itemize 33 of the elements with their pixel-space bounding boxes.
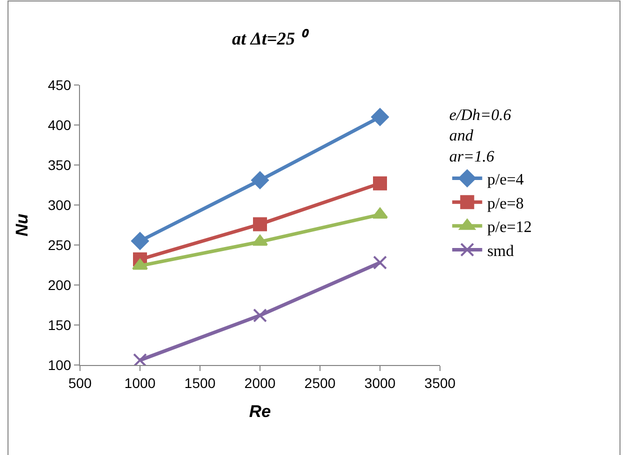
- point: [133, 353, 147, 365]
- point: [253, 308, 267, 322]
- legend-label: p/e=8: [487, 195, 524, 212]
- x-axis-title: Re: [249, 402, 271, 422]
- point: [252, 234, 268, 246]
- y-tick-label: 100: [48, 356, 72, 373]
- x-tick-label: 500: [68, 374, 92, 391]
- y-tick-label: 350: [48, 156, 72, 173]
- legend-label: p/e=4: [487, 172, 524, 189]
- x-tick-label: 2000: [244, 374, 276, 391]
- chart-title: at Δt=25 ⁰: [232, 28, 310, 48]
- y-axis-title: Nu: [12, 213, 32, 236]
- x-tick-label: 1500: [184, 374, 216, 391]
- legend-label: p/e=12: [487, 219, 532, 236]
- y-tick-label: 200: [48, 276, 72, 293]
- point: [372, 208, 388, 219]
- y-tick-label: 450: [48, 76, 72, 93]
- y-tick-label: 250: [48, 236, 72, 253]
- x-tick-label: 2500: [304, 374, 336, 391]
- point: [132, 258, 148, 270]
- y-tick-label: 150: [48, 316, 72, 333]
- point: [253, 217, 267, 232]
- point: [251, 171, 269, 189]
- x-tick-label: 3000: [364, 374, 396, 391]
- x-tick-label: 1000: [124, 374, 156, 391]
- x-tick-label: 3500: [424, 374, 456, 391]
- y-tick-label: 300: [48, 196, 72, 213]
- y-tick-label: 400: [48, 116, 72, 133]
- point: [373, 256, 387, 270]
- legend-label: smd: [487, 242, 514, 260]
- point: [131, 232, 149, 250]
- point: [371, 108, 389, 126]
- point: [373, 176, 387, 190]
